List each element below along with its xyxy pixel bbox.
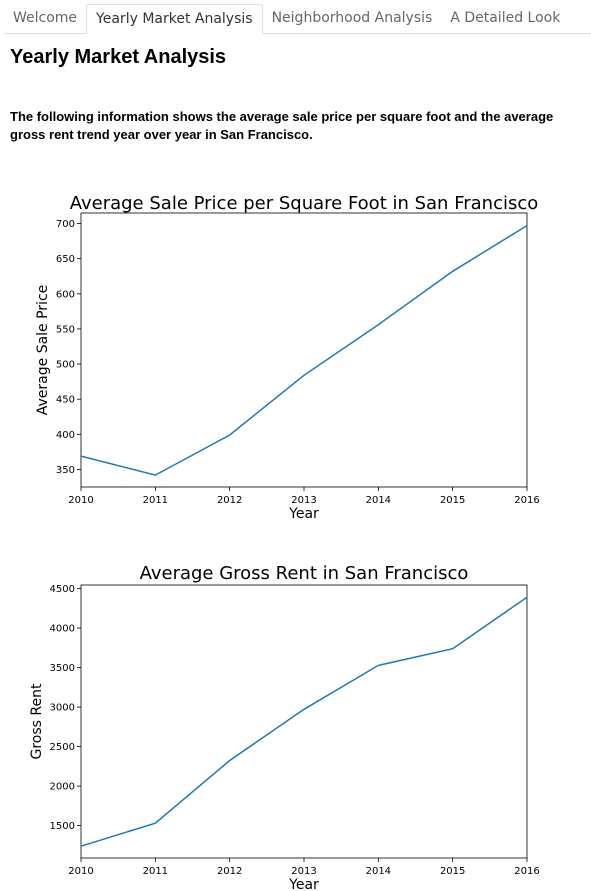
tab-neighborhood-analysis[interactable]: Neighborhood Analysis [271,10,433,26]
y-tick-label: 700 [56,219,75,230]
x-tick-label: 2016 [514,866,539,877]
series-line [80,224,528,476]
x-tick-label: 2010 [68,866,93,877]
y-tick-label: 2000 [50,782,75,793]
y-tick-label: 450 [56,395,75,406]
y-tick-label: 2500 [50,742,75,753]
x-tick-label: 2016 [514,495,539,506]
sale-price-chart: Average Sale Price per Square Foot in Sa… [35,193,540,520]
tab-a-detailed-look[interactable]: A Detailed Look [450,10,561,26]
y-tick-label: 500 [56,360,75,371]
x-axis-label: Year [288,877,319,891]
x-tick-label: 2012 [217,866,242,877]
gross-rent-chart: Average Gross Rent in San Francisco 2010 2… [29,563,540,891]
tab-bar: Welcome Yearly Market Analysis Neighborh… [4,4,591,34]
y-tick-label: 4500 [50,584,75,595]
y-tick-label: 4000 [50,624,75,635]
x-tick-label: 2014 [366,866,391,877]
y-axis-label: Gross Rent [29,683,45,759]
x-tick-label: 2012 [217,495,242,506]
x-tick-label: 2011 [143,866,168,877]
intro-text: The following information shows the aver… [10,109,554,142]
y-tick-label: 550 [56,324,75,335]
series-line [80,596,528,847]
x-tick-label: 2015 [440,495,465,506]
x-tick-label: 2015 [440,866,465,877]
x-tick-label: 2011 [143,495,168,506]
y-tick-label: 400 [56,430,75,441]
x-tick-label: 2013 [291,495,316,506]
y-axis-label: Average Sale Price [35,285,51,416]
plot-frame [80,584,528,859]
x-tick-label: 2010 [68,495,93,506]
tab-welcome[interactable]: Welcome [13,10,78,26]
x-axis-label: Year [288,506,319,520]
y-tick-label: 600 [56,289,75,300]
y-tick-label: 3500 [50,663,75,674]
x-tick-label: 2014 [366,495,391,506]
x-tick-label: 2013 [291,866,316,877]
chart-title: Average Sale Price per Square Foot in Sa… [70,193,539,214]
y-tick-label: 650 [56,254,75,265]
y-tick-label: 3000 [50,703,75,714]
plot-frame [80,212,528,488]
y-tick-label: 350 [56,465,75,476]
page-title: Yearly Market Analysis [10,46,227,68]
y-tick-label: 1500 [50,821,75,832]
chart-title: Average Gross Rent in San Francisco [140,563,469,584]
tab-yearly-market-analysis[interactable]: Yearly Market Analysis [86,4,263,34]
